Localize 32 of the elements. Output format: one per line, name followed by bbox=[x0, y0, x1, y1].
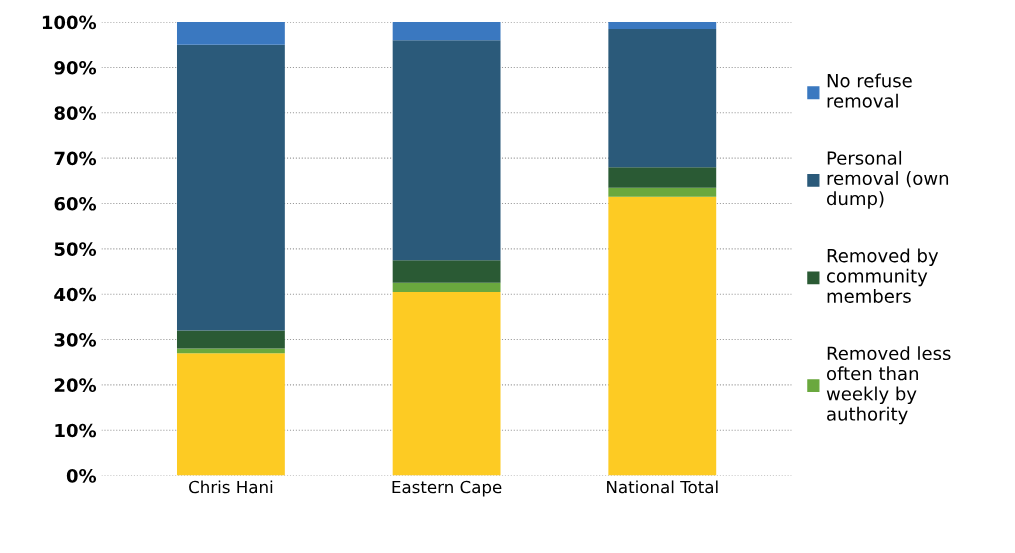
bar bbox=[176, 44, 285, 331]
x-tick-label: Eastern Cape bbox=[392, 480, 502, 497]
y-tick-label: 100% bbox=[42, 15, 97, 30]
y-tick-label: 0% bbox=[66, 469, 97, 483]
y-tick-label: 50% bbox=[54, 242, 97, 256]
y-tick-label: 90% bbox=[54, 60, 97, 75]
bar bbox=[608, 196, 717, 476]
bar bbox=[392, 291, 501, 476]
legend-label: Personal removal (own dump) bbox=[827, 150, 949, 209]
bar bbox=[608, 22, 717, 29]
bar bbox=[608, 187, 717, 197]
bar bbox=[392, 282, 501, 292]
bar bbox=[608, 28, 717, 168]
bar bbox=[392, 260, 501, 283]
legend-label: No refuse removal bbox=[827, 73, 912, 108]
x-tick-label: National Total bbox=[607, 480, 718, 494]
bar bbox=[176, 353, 285, 476]
bar bbox=[392, 40, 501, 261]
y-tick-label: 10% bbox=[55, 423, 97, 438]
y-tick-label: 20% bbox=[54, 378, 97, 392]
y-tick-label: 30% bbox=[54, 333, 97, 347]
y-tick-label: 80% bbox=[54, 106, 97, 120]
legend-label: Removed by community members bbox=[827, 248, 939, 303]
bar bbox=[392, 22, 501, 41]
bar bbox=[176, 330, 285, 349]
x-tick-label: Chris Hani bbox=[189, 480, 273, 494]
y-tick-label: 60% bbox=[54, 196, 97, 211]
legend-label: Removed less often than weekly by authority bbox=[826, 346, 951, 425]
bar bbox=[176, 22, 285, 45]
bar bbox=[608, 167, 717, 188]
y-tick-label: 70% bbox=[54, 151, 97, 166]
y-tick-label: 40% bbox=[54, 287, 97, 302]
